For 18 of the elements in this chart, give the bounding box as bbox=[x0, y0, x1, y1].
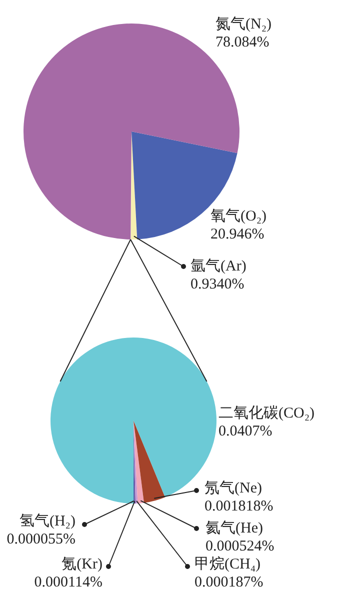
slice-label: 氮气(N₂) bbox=[216, 16, 272, 32]
data-label: 0.000524% bbox=[206, 538, 274, 554]
data-label: 0.000114% bbox=[34, 574, 103, 590]
slice-label: 二氧化碳(CO₂) bbox=[218, 404, 315, 422]
slice-label: 氪(Kr) bbox=[62, 556, 103, 572]
data-label: 0.001818% bbox=[204, 498, 274, 514]
data-label: 0.000055% bbox=[6, 532, 76, 548]
slice-label: 氩气(Ar) bbox=[190, 258, 246, 274]
data-label: 0.000187% bbox=[194, 574, 264, 590]
slice-label: 氖气(Ne) bbox=[204, 480, 262, 496]
data-label: 0.9340% bbox=[190, 276, 244, 292]
slice-label: 氢气(H₂) bbox=[19, 512, 76, 530]
slice-label: 氦气(He) bbox=[206, 520, 263, 536]
slice-label: 甲烷(CH₄) bbox=[194, 556, 261, 572]
slice-label: 氧气(O₂) bbox=[210, 208, 267, 224]
data-label: 78.084% bbox=[216, 34, 270, 50]
data-label: 20.946% bbox=[210, 226, 264, 242]
data-label: 0.0407% bbox=[218, 424, 272, 440]
